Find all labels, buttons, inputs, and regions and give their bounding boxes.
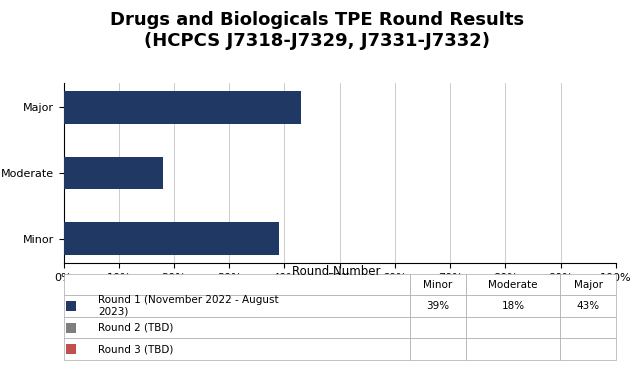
Bar — [66, 344, 76, 354]
Text: Round Number: Round Number — [292, 265, 381, 278]
Bar — [64, 156, 163, 190]
Bar — [64, 91, 301, 124]
Bar — [66, 323, 76, 332]
Text: Drugs and Biologicals TPE Round Results
(HCPCS J7318-J7329, J7331-J7332): Drugs and Biologicals TPE Round Results … — [110, 11, 525, 50]
Bar — [66, 301, 76, 311]
Bar — [64, 222, 279, 255]
